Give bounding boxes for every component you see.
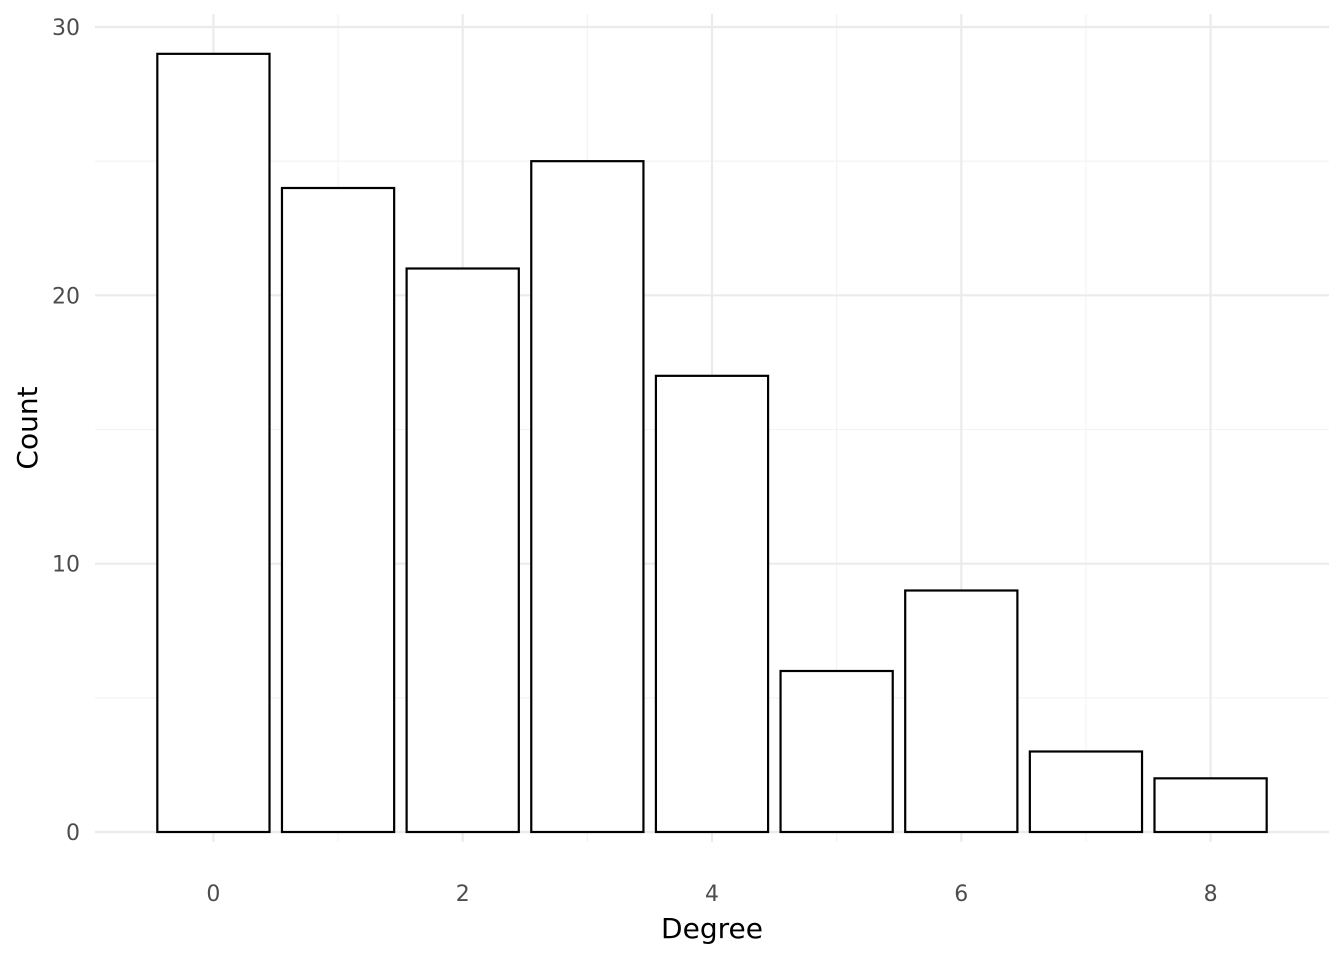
bar-degree-0 [156, 52, 271, 834]
bar-degree-2 [405, 267, 520, 834]
y-tick-label: 30 [52, 16, 80, 41]
bar-degree-4 [654, 374, 770, 834]
x-tick-label: 0 [206, 882, 220, 907]
y-tick-label: 20 [52, 284, 80, 309]
bar-degree-7 [1028, 750, 1144, 834]
x-tick-label: 4 [705, 882, 719, 907]
y-tick-label: 10 [52, 553, 80, 578]
x-tick-label: 2 [456, 882, 470, 907]
bar-degree-1 [280, 186, 396, 834]
y-axis-title: Count [11, 386, 44, 469]
bar-degree-8 [1153, 777, 1268, 834]
y-tick-label: 0 [66, 821, 80, 846]
bar-degree-3 [530, 160, 645, 834]
bar-degree-6 [904, 589, 1019, 834]
tick-labels: 0 10 20 30 0 2 4 6 8 [52, 16, 1218, 907]
x-tick-label: 6 [954, 882, 968, 907]
bar-degree-5 [779, 669, 894, 834]
x-tick-label: 8 [1204, 882, 1218, 907]
bars [156, 52, 1268, 834]
x-axis-title: Degree [661, 912, 763, 945]
